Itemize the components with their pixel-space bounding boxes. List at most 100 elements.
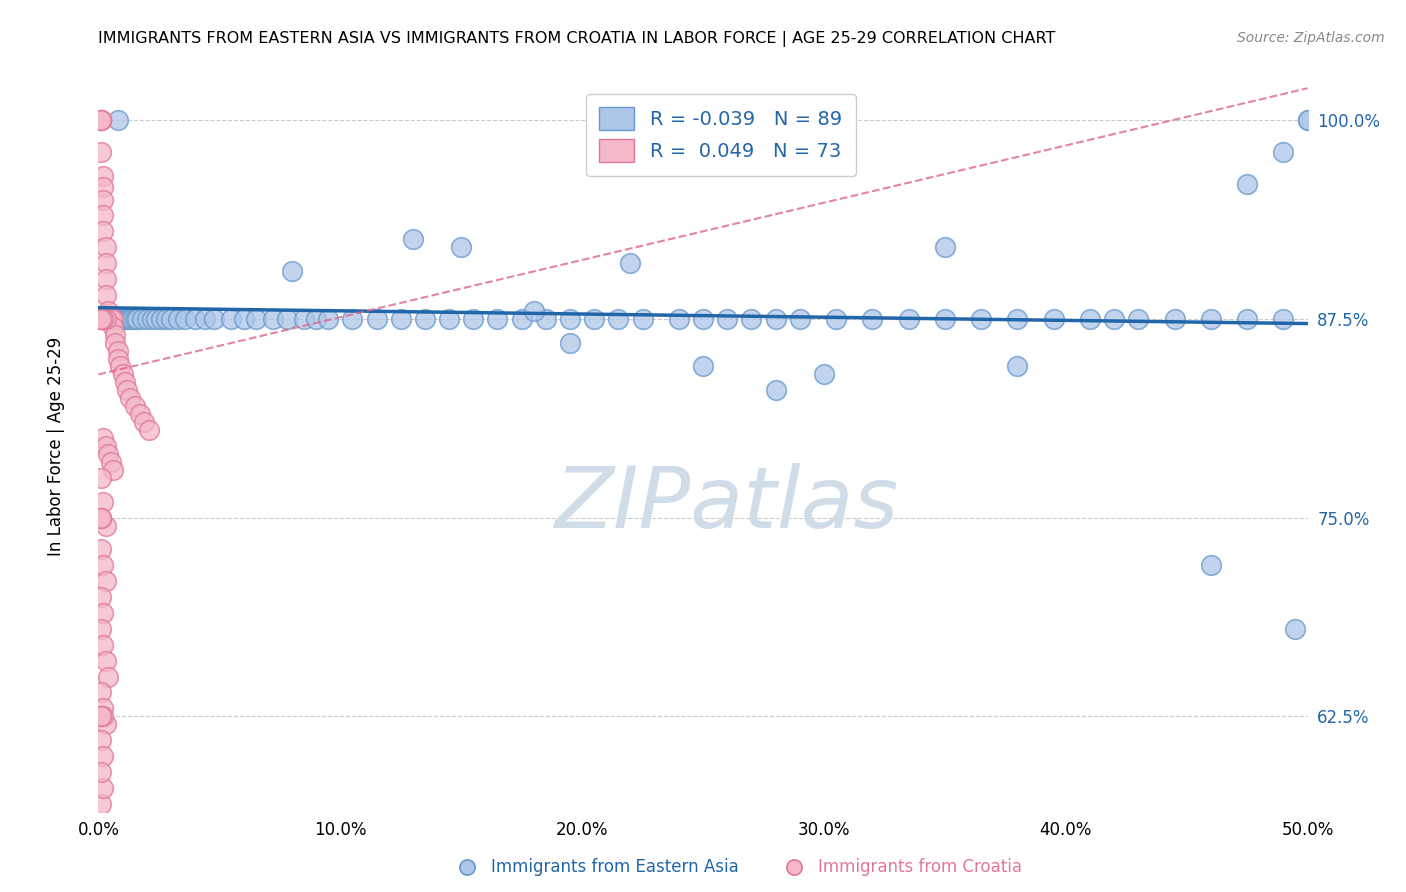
Point [91, 224, 114, 238]
Point [90, 510, 112, 524]
Point [825, 311, 848, 326]
Point [934, 311, 956, 326]
Point [118, 311, 141, 326]
Point [194, 311, 217, 326]
Text: Immigrants from Eastern Asia: Immigrants from Eastern Asia [492, 857, 740, 876]
Point [91, 209, 114, 223]
Point [90, 145, 112, 159]
Point [100, 311, 122, 326]
Point [91, 494, 114, 508]
Point [138, 423, 160, 437]
Text: Source: ZipAtlas.com: Source: ZipAtlas.com [1237, 31, 1385, 45]
Point [91, 749, 114, 764]
Point [90, 542, 112, 557]
Point [117, 311, 139, 326]
Point [101, 319, 124, 334]
Point [765, 384, 787, 398]
Point [1128, 311, 1150, 326]
Point [111, 311, 134, 326]
Point [1296, 113, 1319, 128]
Point [104, 311, 127, 326]
Point [402, 232, 425, 246]
Point [91, 311, 114, 326]
Point [90, 510, 112, 524]
Point [232, 311, 254, 326]
Point [111, 368, 134, 382]
Point [1272, 311, 1295, 326]
Point [91, 701, 114, 715]
Point [104, 335, 127, 350]
Point [124, 311, 146, 326]
Point [94, 240, 117, 254]
Point [121, 311, 143, 326]
Point [1102, 311, 1125, 326]
Point [90, 311, 112, 326]
Point [118, 392, 141, 406]
Point [107, 351, 129, 366]
Point [897, 311, 920, 326]
Point [292, 311, 315, 326]
Point [1236, 311, 1258, 326]
Point [1007, 311, 1029, 326]
Text: IMMIGRANTS FROM EASTERN ASIA VS IMMIGRANTS FROM CROATIA IN LABOR FORCE | AGE 25-: IMMIGRANTS FROM EASTERN ASIA VS IMMIGRAN… [98, 31, 1056, 47]
Point [389, 311, 412, 326]
Point [127, 311, 149, 326]
Point [692, 359, 714, 374]
Point [91, 709, 114, 723]
Point [450, 240, 472, 254]
Point [91, 179, 114, 194]
Point [305, 311, 328, 326]
Point [1296, 113, 1319, 128]
Point [94, 288, 117, 302]
Point [104, 327, 127, 342]
Point [97, 669, 120, 683]
Point [692, 311, 714, 326]
Point [97, 311, 120, 326]
Point [765, 311, 787, 326]
Point [463, 311, 485, 326]
Point [184, 311, 207, 326]
Point [91, 311, 114, 326]
Point [221, 311, 243, 326]
Point [114, 311, 136, 326]
Point [97, 311, 120, 326]
Point [134, 415, 156, 429]
Point [94, 256, 117, 270]
Point [94, 311, 117, 326]
Point [619, 256, 641, 270]
Point [90, 113, 112, 128]
Point [91, 431, 114, 445]
Point [90, 709, 112, 723]
Point [245, 311, 267, 326]
Point [167, 311, 190, 326]
Point [90, 733, 112, 747]
Point [558, 335, 581, 350]
Point [94, 518, 117, 533]
Point [789, 311, 811, 326]
Point [97, 311, 120, 326]
Point [90, 797, 112, 811]
Point [281, 264, 304, 278]
Point [94, 272, 117, 286]
Point [135, 311, 157, 326]
Point [1042, 311, 1064, 326]
Point [97, 447, 120, 461]
Point [90, 311, 112, 326]
Point [90, 764, 112, 779]
Point [160, 311, 183, 326]
Point [583, 311, 606, 326]
Point [155, 311, 177, 326]
Point [740, 311, 762, 326]
Point [437, 311, 460, 326]
Point [145, 311, 167, 326]
Text: In Labor Force | Age 25-29: In Labor Force | Age 25-29 [48, 336, 65, 556]
Point [91, 638, 114, 652]
Point [91, 169, 114, 183]
Point [90, 709, 112, 723]
Point [91, 558, 114, 573]
Point [91, 780, 114, 795]
Point [107, 113, 129, 128]
Point [150, 311, 173, 326]
Point [668, 311, 690, 326]
Point [90, 113, 112, 128]
